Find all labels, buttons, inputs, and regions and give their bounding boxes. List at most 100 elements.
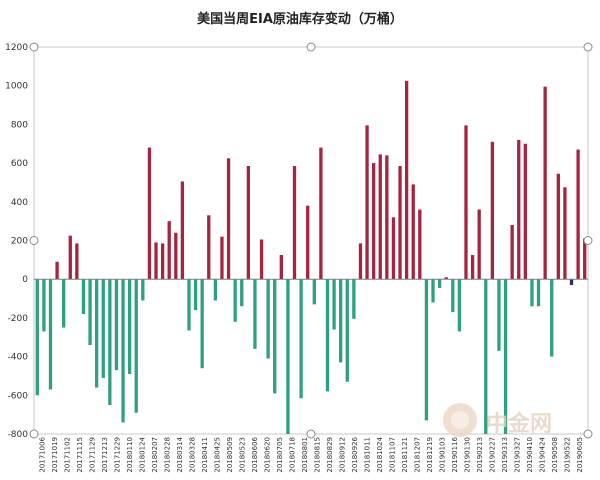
bar: [550, 279, 554, 357]
x-tick-label: 20171115: [76, 437, 84, 473]
x-tick-label: 20190130: [463, 437, 471, 473]
bar: [431, 279, 435, 303]
x-tick-label: 20190410: [526, 437, 534, 473]
watermark-text: 中金网: [486, 412, 553, 437]
x-tick-label: 20171102: [63, 437, 71, 473]
x-tick-label: 20171229: [113, 437, 121, 473]
x-tick-label: 20190116: [451, 436, 459, 472]
bar: [332, 279, 336, 330]
resize-handle[interactable]: [583, 236, 593, 245]
bar: [114, 279, 119, 371]
bar: [325, 279, 330, 392]
bar: [95, 279, 99, 388]
bar: [391, 217, 396, 280]
bar: [266, 279, 270, 359]
bar: [404, 80, 409, 280]
bar: [246, 166, 250, 280]
bar: [48, 279, 53, 390]
bar: [352, 279, 356, 319]
resize-handle[interactable]: [306, 429, 316, 439]
bar: [81, 279, 86, 315]
bar: [345, 279, 349, 382]
bar: [193, 279, 198, 311]
x-tick-label: 20171129: [88, 437, 96, 473]
x-tick-label: 20190522: [563, 437, 571, 473]
watermark-logo: 中金网: [440, 400, 590, 440]
y-tick-label: -200: [8, 314, 29, 324]
resize-handle[interactable]: [29, 429, 39, 439]
y-tick-label: 400: [11, 198, 28, 208]
x-tick-label: 20180705: [276, 437, 284, 473]
bar: [339, 279, 343, 363]
resize-handle[interactable]: [583, 429, 593, 439]
x-tick-label: 20190605: [576, 437, 584, 473]
resize-handle[interactable]: [29, 42, 39, 52]
bar: [530, 279, 534, 307]
bar: [523, 143, 527, 280]
x-tick-label: 20181011: [363, 437, 371, 473]
bar: [484, 279, 488, 434]
bar: [286, 279, 290, 434]
x-tick-label: 20180509: [226, 437, 234, 473]
bar: [424, 279, 429, 421]
bar: [220, 236, 224, 280]
y-tick-label: -800: [8, 430, 29, 440]
x-tick-label: 20180912: [338, 437, 346, 473]
bar: [253, 279, 257, 349]
x-tick-label: 20180829: [326, 437, 334, 473]
bar: [160, 243, 165, 280]
y-tick-label: 0: [22, 275, 28, 285]
x-tick-label: 20180620: [263, 437, 271, 473]
bar: [233, 279, 237, 322]
bar: [240, 279, 244, 307]
bar: [299, 279, 303, 399]
bar: [154, 242, 158, 280]
y-tick-label: -400: [8, 353, 29, 363]
bar: [213, 279, 218, 301]
bar: [477, 209, 481, 280]
x-tick-label: 20181219: [426, 437, 434, 473]
bar: [411, 184, 415, 280]
x-tick-label: 20181024: [376, 436, 384, 472]
x-tick-label: 20181107: [388, 437, 396, 473]
x-tick-label: 20171006: [38, 436, 46, 472]
bar: [418, 209, 422, 280]
bar: [273, 279, 277, 394]
y-tick-label: 800: [11, 120, 28, 130]
bar: [200, 279, 204, 369]
bar: [451, 279, 455, 313]
bar: [62, 279, 66, 328]
bar: [226, 158, 231, 280]
x-tick-label: 20190327: [513, 437, 521, 473]
bar: [187, 279, 191, 331]
bar: [569, 279, 574, 286]
bar: [319, 147, 323, 280]
bar: [127, 279, 132, 375]
x-tick-label: 20190227: [488, 437, 496, 473]
x-tick-label: 20180411: [201, 437, 209, 473]
resize-handle[interactable]: [583, 42, 593, 52]
x-tick-label: 20180718: [288, 437, 296, 473]
bar: [365, 125, 369, 280]
bar: [576, 149, 580, 280]
bar: [503, 279, 508, 434]
bar: [543, 86, 547, 280]
bar: [536, 279, 541, 307]
resize-handle[interactable]: [29, 236, 39, 245]
bar: [121, 279, 125, 423]
x-tick-label: 20180328: [188, 437, 196, 473]
bar: [42, 279, 46, 332]
x-tick-label: 20181121: [401, 437, 409, 473]
resize-handle[interactable]: [306, 42, 316, 52]
bar: [358, 243, 363, 280]
bar: [141, 279, 145, 301]
x-tick-label: 20180228: [163, 437, 171, 473]
bar: [490, 141, 495, 280]
bar: [174, 232, 178, 280]
bar: [134, 279, 138, 413]
y-tick-label: 1200: [5, 43, 28, 53]
bar: [563, 187, 567, 280]
x-tick-label: 20181207: [413, 437, 421, 473]
bar: [497, 279, 501, 351]
bar: [457, 279, 462, 332]
